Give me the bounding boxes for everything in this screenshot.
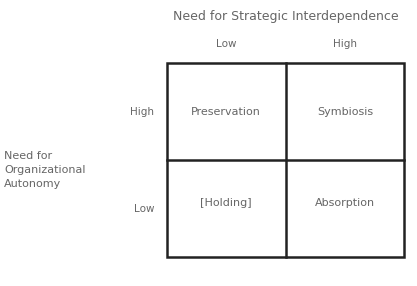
Text: Low: Low <box>216 39 236 49</box>
Text: Symbiosis: Symbiosis <box>317 107 373 116</box>
Text: Need for Strategic Interdependence: Need for Strategic Interdependence <box>173 10 399 23</box>
Text: Low: Low <box>134 204 154 214</box>
Text: High: High <box>333 39 357 49</box>
Text: [Holding]: [Holding] <box>201 198 252 208</box>
Text: Need for
Organizational
Autonomy: Need for Organizational Autonomy <box>4 151 85 189</box>
Text: Preservation: Preservation <box>191 107 261 116</box>
Bar <box>167 63 404 257</box>
Text: High: High <box>130 107 154 116</box>
Text: Absorption: Absorption <box>315 198 375 208</box>
